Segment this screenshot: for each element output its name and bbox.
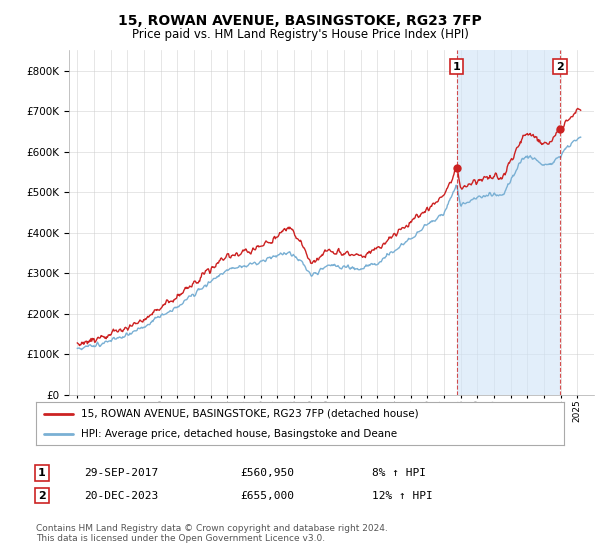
Text: 15, ROWAN AVENUE, BASINGSTOKE, RG23 7FP: 15, ROWAN AVENUE, BASINGSTOKE, RG23 7FP [118,14,482,28]
Text: 15, ROWAN AVENUE, BASINGSTOKE, RG23 7FP (detached house): 15, ROWAN AVENUE, BASINGSTOKE, RG23 7FP … [81,409,419,419]
Text: 2: 2 [38,491,46,501]
Bar [457,50,560,395]
Text: HPI: Average price, detached house, Basingstoke and Deane: HPI: Average price, detached house, Basi… [81,430,397,439]
Text: 8% ↑ HPI: 8% ↑ HPI [372,468,426,478]
Text: 1: 1 [38,468,46,478]
Text: 20-DEC-2023: 20-DEC-2023 [84,491,158,501]
Text: 29-SEP-2017: 29-SEP-2017 [84,468,158,478]
Text: £560,950: £560,950 [240,468,294,478]
Text: 1: 1 [452,62,460,72]
Text: 12% ↑ HPI: 12% ↑ HPI [372,491,433,501]
Text: Price paid vs. HM Land Registry's House Price Index (HPI): Price paid vs. HM Land Registry's House … [131,28,469,41]
Text: £655,000: £655,000 [240,491,294,501]
Text: Contains HM Land Registry data © Crown copyright and database right 2024.
This d: Contains HM Land Registry data © Crown c… [36,524,388,543]
Text: 2: 2 [556,62,564,72]
